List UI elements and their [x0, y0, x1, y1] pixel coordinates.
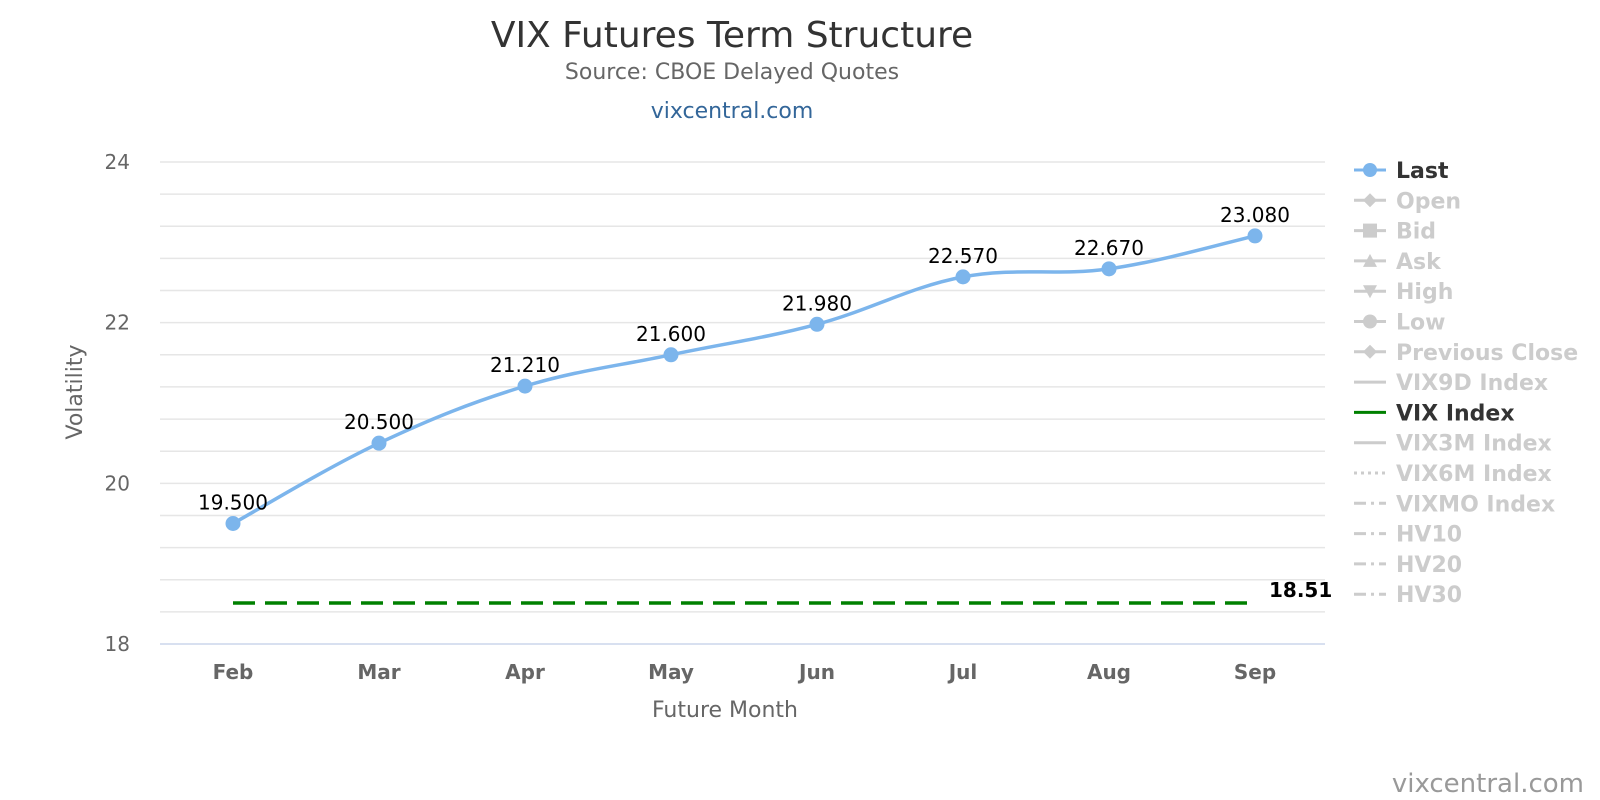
last-series-line [232, 234, 1256, 526]
y-tick-label: 20 [105, 471, 130, 495]
y-axis-ticks: 18 20 22 24 [105, 150, 130, 656]
legend-label: VIX Index [1396, 401, 1515, 426]
data-label: 21.210 [490, 353, 560, 377]
legend: Last Open Bid Ask High Low Previous Close VIX9D… [1354, 159, 1578, 608]
grid-lines [160, 161, 1325, 645]
legend-symbol [1363, 163, 1377, 177]
x-tick-label: May [648, 660, 694, 684]
legend-label: HV20 [1396, 553, 1462, 578]
legend-item[interactable]: VIXMO Index [1354, 492, 1555, 517]
legend-label: VIXMO Index [1396, 492, 1555, 517]
legend-item[interactable]: Open [1354, 189, 1461, 214]
data-label: 21.980 [782, 291, 852, 315]
data-point [371, 435, 387, 451]
legend-item[interactable]: VIX6M Index [1354, 462, 1552, 487]
y-tick-label: 24 [105, 150, 130, 174]
legend-item[interactable]: HV30 [1354, 583, 1462, 608]
data-point [809, 316, 825, 332]
legend-label: Ask [1396, 250, 1442, 275]
legend-label: VIX9D Index [1396, 371, 1548, 396]
legend-label: Open [1396, 189, 1461, 214]
legend-label: Low [1396, 311, 1445, 336]
legend-symbol [1363, 253, 1377, 267]
legend-item[interactable]: HV20 [1354, 553, 1462, 578]
data-label: 21.600 [636, 322, 706, 346]
data-point [225, 516, 241, 531]
data-point [955, 269, 971, 285]
legend-item[interactable]: Last [1354, 159, 1449, 184]
legend-symbol [1363, 193, 1377, 208]
y-axis-title: Volatility [63, 344, 88, 439]
y-tick-label: 18 [105, 632, 130, 656]
vix-index-label: 18.51 [1269, 578, 1332, 602]
data-point [1101, 261, 1117, 277]
x-tick-label: Apr [505, 660, 545, 684]
legend-label: HV10 [1396, 523, 1462, 548]
legend-item[interactable]: VIX9D Index [1354, 371, 1548, 396]
vixcentral-link[interactable]: vixcentral.com [651, 99, 814, 124]
legend-item[interactable]: Low [1354, 311, 1445, 336]
legend-label: Bid [1396, 220, 1436, 245]
chart-subtitle: Source: CBOE Delayed Quotes [565, 60, 899, 85]
legend-symbol [1363, 223, 1377, 238]
data-point [1247, 228, 1263, 244]
legend-item[interactable]: High [1354, 280, 1453, 305]
legend-item[interactable]: VIX3M Index [1354, 432, 1552, 457]
data-label: 23.080 [1220, 203, 1290, 227]
last-series: 19.500 20.500 21.210 21.600 21.980 22.570 22.6… [198, 203, 1290, 531]
legend-label: VIX6M Index [1396, 462, 1552, 487]
x-tick-label: Sep [1234, 660, 1276, 684]
legend-label: High [1396, 280, 1453, 305]
chart-title: VIX Futures Term Structure [491, 15, 973, 56]
data-point [517, 378, 533, 394]
data-label: 20.500 [344, 410, 414, 434]
legend-symbol [1363, 285, 1377, 299]
x-tick-label: Mar [357, 660, 400, 684]
x-tick-label: Jul [947, 660, 978, 684]
data-label: 19.500 [198, 491, 268, 515]
data-point [663, 347, 679, 363]
legend-item[interactable]: HV10 [1354, 523, 1462, 548]
legend-symbol [1363, 344, 1377, 359]
legend-symbol [1363, 314, 1377, 329]
legend-label: Last [1396, 159, 1449, 184]
x-tick-label: Aug [1087, 660, 1131, 684]
legend-item[interactable]: Ask [1354, 250, 1442, 275]
legend-item[interactable]: VIX Index [1354, 401, 1515, 426]
legend-label: Previous Close [1396, 341, 1578, 366]
vix-index-series: 18.51 [233, 578, 1332, 605]
legend-label: VIX3M Index [1396, 432, 1552, 457]
x-tick-label: Feb [213, 660, 254, 684]
x-tick-label: Jun [797, 660, 835, 684]
legend-item[interactable]: Bid [1354, 220, 1436, 245]
x-axis-ticks: Feb Mar Apr May Jun Jul Aug Sep [213, 660, 1277, 684]
credit-link[interactable]: vixcentral.com [1392, 769, 1584, 799]
legend-label: HV30 [1396, 583, 1462, 608]
x-axis-title: Future Month [652, 698, 798, 723]
y-tick-label: 22 [105, 311, 130, 335]
data-label: 22.670 [1074, 236, 1144, 260]
data-label: 22.570 [928, 244, 998, 268]
legend-item[interactable]: Previous Close [1354, 341, 1578, 366]
